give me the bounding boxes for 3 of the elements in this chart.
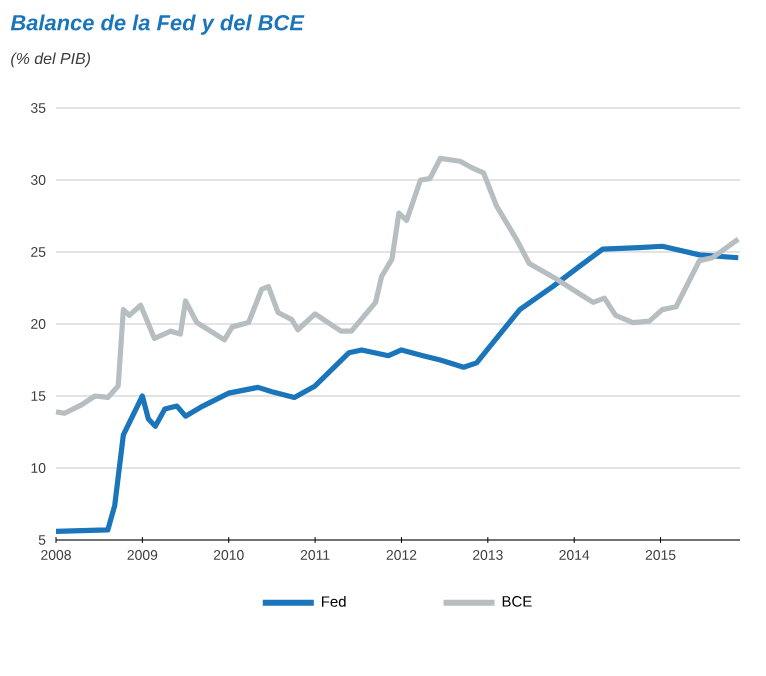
line-series <box>53 243 741 534</box>
chart-title: Balance de la Fed y del BCE <box>10 14 305 35</box>
line-series <box>53 155 741 416</box>
